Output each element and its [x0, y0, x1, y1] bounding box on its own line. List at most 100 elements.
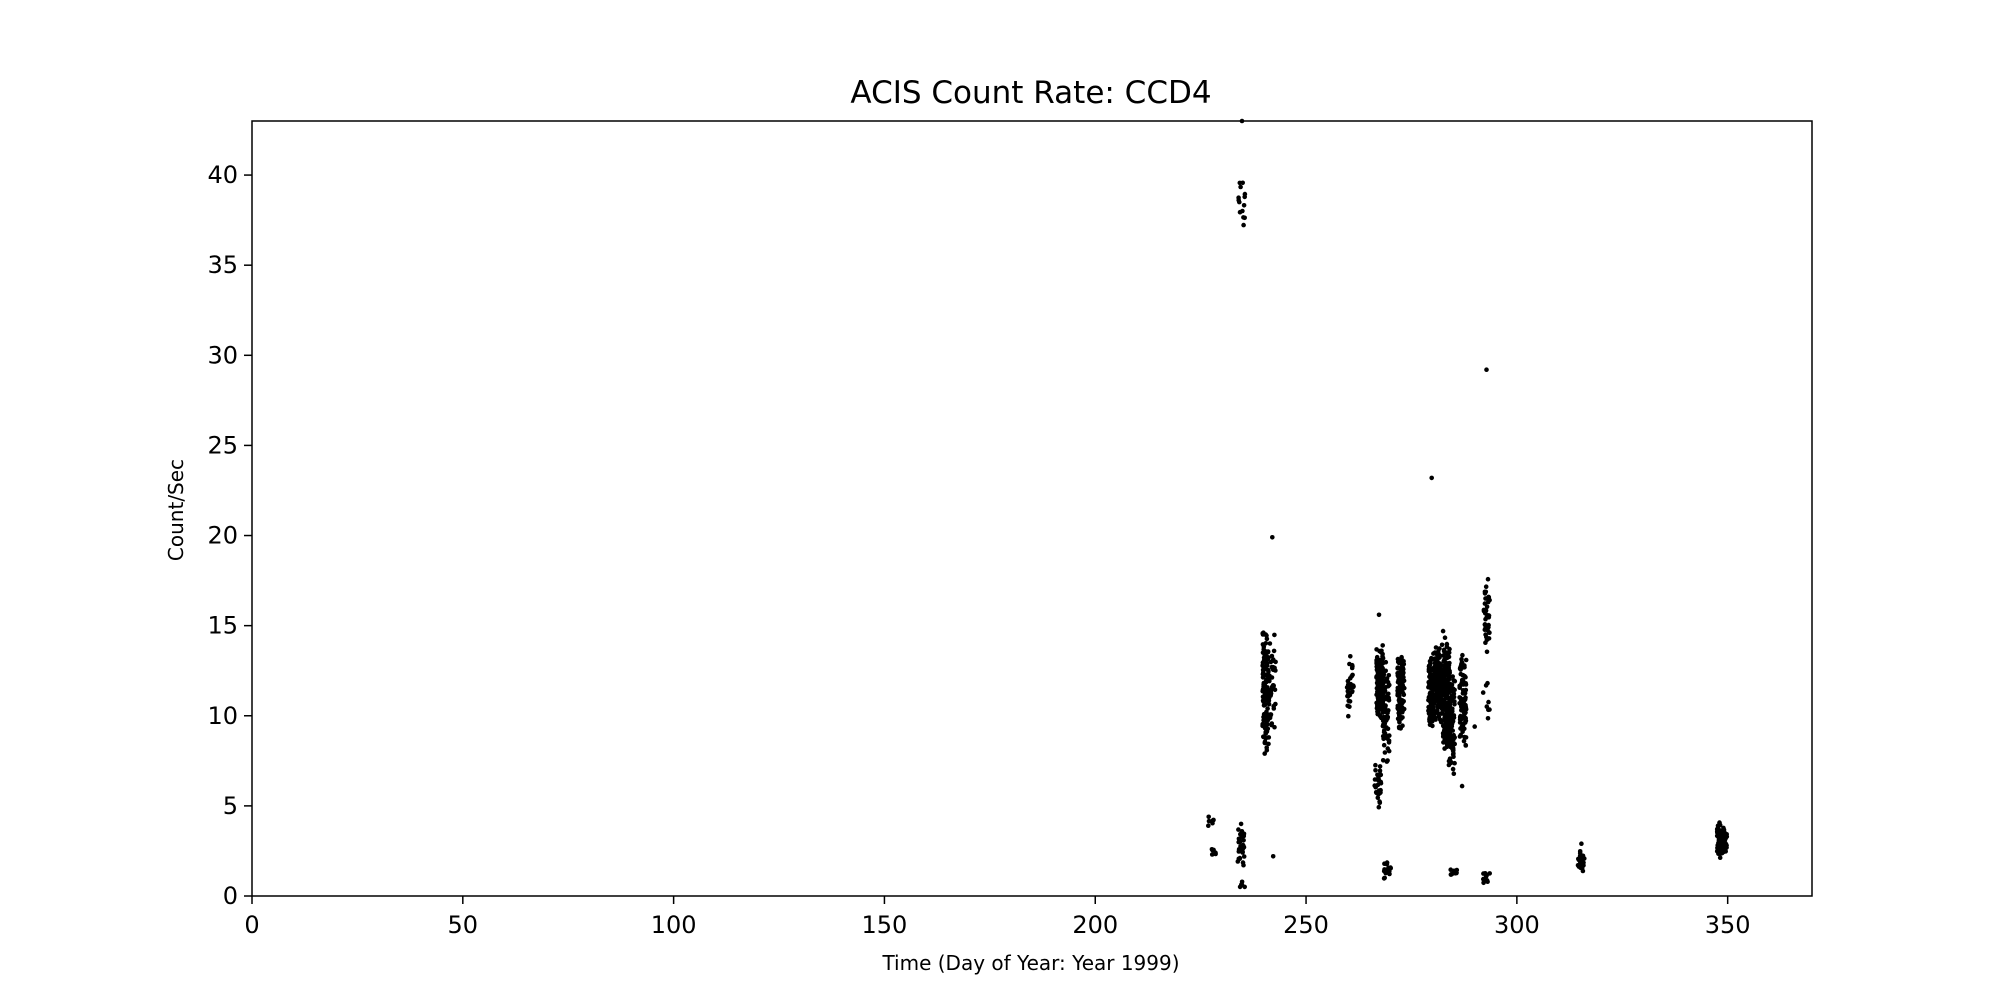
data-point — [1435, 653, 1440, 658]
data-point — [1461, 664, 1466, 669]
data-point — [1448, 723, 1453, 729]
data-point — [1237, 209, 1243, 215]
y-tick-label: 0 — [223, 882, 238, 910]
data-point — [1374, 680, 1380, 686]
data-point — [1399, 654, 1404, 660]
data-point — [1444, 744, 1450, 750]
data-point — [1579, 863, 1584, 869]
data-point — [1461, 738, 1467, 744]
data-point — [1377, 800, 1383, 805]
data-point — [1439, 711, 1445, 716]
data-point — [1384, 714, 1389, 719]
data-point — [1448, 872, 1454, 877]
data-point — [1446, 654, 1452, 660]
data-point — [1261, 687, 1267, 692]
data-point — [1440, 734, 1446, 739]
data-point — [1484, 604, 1490, 610]
data-point — [1263, 721, 1269, 726]
data-point — [1382, 750, 1388, 755]
data-point — [1264, 633, 1269, 638]
data-point — [1457, 734, 1463, 739]
data-point — [1435, 674, 1441, 680]
data-point — [1262, 740, 1268, 746]
data-point — [1374, 657, 1379, 663]
data-point — [1267, 673, 1272, 678]
data-point — [1717, 820, 1722, 825]
data-point — [1443, 660, 1449, 665]
data-point — [1485, 576, 1491, 582]
data-point — [1397, 714, 1403, 719]
data-point — [1386, 748, 1392, 754]
data-point — [1349, 689, 1355, 695]
data-point — [1451, 771, 1457, 776]
data-point — [1270, 535, 1275, 540]
data-point — [1435, 688, 1441, 694]
data-point — [1380, 710, 1386, 715]
data-point — [1448, 696, 1454, 702]
data-point — [1484, 367, 1489, 373]
data-point — [1482, 589, 1488, 595]
data-point — [1448, 735, 1453, 741]
data-point — [1486, 699, 1491, 705]
data-point — [1719, 833, 1724, 839]
data-point — [1482, 622, 1488, 627]
data-point — [1240, 180, 1245, 186]
data-point — [1374, 685, 1380, 691]
data-point — [1484, 704, 1490, 709]
x-tick-label: 100 — [651, 911, 697, 939]
data-point — [1381, 729, 1387, 735]
data-point — [1264, 745, 1269, 750]
data-point — [1378, 688, 1383, 694]
data-point — [1262, 751, 1267, 756]
data-point — [1724, 834, 1730, 839]
y-tick-label: 10 — [207, 702, 238, 730]
data-point — [1484, 649, 1490, 655]
data-point — [1447, 756, 1453, 761]
data-point — [1375, 795, 1381, 800]
data-point — [1451, 713, 1457, 718]
data-point — [1269, 653, 1275, 659]
data-point — [1400, 723, 1405, 728]
data-point — [1442, 703, 1448, 708]
data-point — [1396, 674, 1401, 680]
data-point — [1347, 661, 1352, 667]
data-point — [1238, 821, 1244, 827]
data-point — [1577, 853, 1583, 858]
data-point — [1482, 871, 1488, 876]
data-point — [1260, 650, 1266, 655]
data-point — [1461, 704, 1467, 709]
data-point — [1444, 707, 1449, 712]
data-point — [1241, 854, 1247, 859]
data-point — [1242, 191, 1248, 197]
data-point — [1269, 722, 1274, 728]
data-point — [1386, 673, 1392, 678]
data-point — [1265, 656, 1270, 662]
scatter-points — [1206, 118, 1730, 890]
data-point — [1384, 860, 1390, 865]
data-point — [1433, 645, 1439, 650]
data-point — [1486, 594, 1491, 600]
data-point — [1239, 829, 1245, 834]
data-point — [1459, 657, 1464, 662]
data-point — [1261, 699, 1266, 704]
data-point — [1463, 742, 1468, 748]
data-point — [1380, 758, 1386, 763]
data-point — [1349, 684, 1355, 689]
data-point — [1435, 657, 1440, 662]
data-point — [1206, 814, 1211, 820]
data-point — [1426, 694, 1432, 700]
data-point — [1241, 838, 1246, 843]
data-point — [1381, 681, 1386, 686]
data-point — [1450, 674, 1455, 679]
data-point — [1395, 689, 1401, 694]
data-point — [1427, 679, 1433, 684]
data-point — [1266, 741, 1271, 747]
data-point — [1485, 716, 1491, 721]
x-axis-label: Time (Day of Year: Year 1999) — [881, 951, 1179, 975]
data-point — [1459, 726, 1465, 732]
data-point — [1377, 696, 1383, 702]
data-point — [1431, 651, 1436, 656]
data-point — [1271, 658, 1276, 663]
